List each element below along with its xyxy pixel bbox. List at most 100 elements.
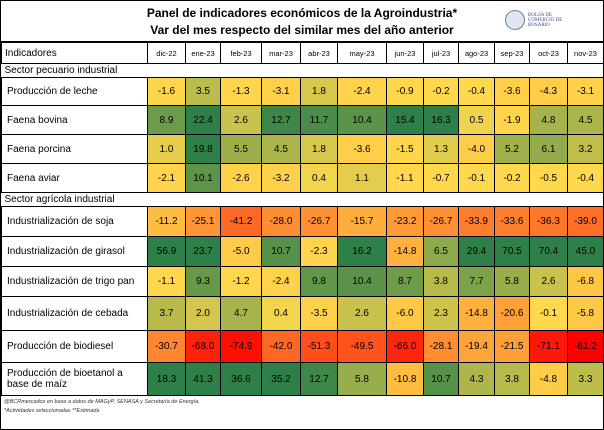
heatmap-cell: -5.8: [567, 296, 603, 331]
panel-title: Panel de indicadores económicos de la Ag…: [146, 6, 458, 20]
heatmap-cell: -15.7: [337, 206, 387, 237]
indicator-label: Producción de biodiesel: [1, 330, 148, 363]
heatmap-cell: 0.4: [300, 163, 338, 193]
heatmap-cell: 0.4: [261, 296, 301, 331]
heatmap-cell: -20.6: [494, 296, 530, 331]
heatmap-cell: -39.0: [567, 206, 603, 237]
section-row: Sector agrícola industrial: [1, 192, 603, 207]
heatmap-cell: -6.0: [386, 296, 424, 331]
indicator-label: Producción de leche: [1, 77, 148, 106]
heatmap-cell: 6.1: [529, 134, 568, 164]
heatmap-cell: 5.2: [494, 134, 530, 164]
heatmap-cell: -36.3: [529, 206, 568, 237]
indicator-label: Producción de bioetanol a base de maíz: [1, 362, 148, 396]
heatmap-cell: -3.5: [300, 296, 338, 331]
heatmap-cell: 12.7: [300, 362, 338, 396]
indicator-label: Faena bovina: [1, 105, 148, 135]
heatmap-cell: -30.7: [147, 330, 186, 363]
indicator-row: Producción de leche -1.6 3.5 -1.3 -3.1 1.8 -2.…: [1, 77, 603, 106]
column-header: jul-23: [423, 42, 459, 64]
indicators-table: Indicadores dic-22 ene-23 feb-23 mar-23 abr-…: [1, 42, 603, 396]
heatmap-cell: 3.8: [423, 266, 459, 297]
heatmap-cell: -26.7: [300, 206, 338, 237]
heatmap-cell: 41.3: [185, 362, 221, 396]
heatmap-cell: 9.3: [185, 266, 221, 297]
heatmap-cell: 1.8: [300, 134, 338, 164]
heatmap-cell: -71.1: [529, 330, 568, 363]
column-header: dic-22: [147, 42, 186, 64]
heatmap-cell: 15.4: [386, 105, 424, 135]
heatmap-cell: -0.2: [494, 163, 530, 193]
heatmap-cell: -2.1: [147, 163, 186, 193]
indicator-row: Producción de bioetanol a base de maíz 18…: [1, 362, 603, 396]
heatmap-cell: -33.6: [494, 206, 530, 237]
heatmap-cell: -4.8: [529, 362, 568, 396]
indicator-label: Industrialización de girasol: [1, 236, 148, 267]
heatmap-cell: -4.0: [458, 134, 495, 164]
heatmap-cell: 23.7: [185, 236, 221, 267]
indicator-row: Industrialización de trigo pan -1.1 9.3 -1.…: [1, 266, 603, 297]
heatmap-cell: -2.4: [337, 77, 387, 106]
heatmap-cell: 2.3: [423, 296, 459, 331]
heatmap-cell: 3.3: [567, 362, 603, 396]
heatmap-cell: 4.5: [567, 105, 603, 135]
indicator-row: Industrialización de cebada 3.7 2.0 4.7 0.4-…: [1, 296, 603, 331]
section-title: Sector pecuario industrial: [1, 63, 603, 78]
heatmap-cell: -42.0: [261, 330, 301, 363]
heatmap-cell: 16.2: [337, 236, 387, 267]
heatmap-cell: -33.9: [458, 206, 495, 237]
heatmap-cell: 2.6: [220, 105, 262, 135]
footer: @BCRmercados en base a datos de MAGyP, S…: [1, 396, 603, 418]
indicator-label: Industrialización de trigo pan: [1, 266, 148, 297]
heatmap-cell: -4.3: [529, 77, 568, 106]
column-header: may-23: [337, 42, 387, 64]
column-header: nov-23: [567, 42, 603, 64]
heatmap-cell: -0.4: [458, 77, 495, 106]
heatmap-cell: -2.3: [300, 236, 338, 267]
heatmap-cell: 70.5: [494, 236, 530, 267]
heatmap-cell: -14.8: [386, 236, 424, 267]
heatmap-cell: 2.0: [185, 296, 221, 331]
indicator-row: Industrialización de soja -11.2 -25.1 -41.2…: [1, 206, 603, 237]
heatmap-cell: 56.9: [147, 236, 186, 267]
heatmap-cell: 3.8: [494, 362, 530, 396]
column-header: mar-23: [261, 42, 301, 64]
heatmap-cell: 10.4: [337, 105, 387, 135]
heatmap-cell: 8.7: [386, 266, 424, 297]
heatmap-cell: -11.2: [147, 206, 186, 237]
heatmap-cell: -5.0: [220, 236, 262, 267]
heatmap-cell: -74.9: [220, 330, 262, 363]
column-header: jun-23: [386, 42, 424, 64]
heatmap-cell: -2.4: [261, 266, 301, 297]
heatmap-cell: 3.2: [567, 134, 603, 164]
heatmap-cell: -1.3: [220, 77, 262, 106]
panel-header: Panel de indicadores económicos de la Ag…: [1, 1, 603, 42]
heatmap-cell: 70.4: [529, 236, 568, 267]
indicator-row: Faena porcina 1.0 19.8 5.5 4.5 1.8 -3.6 -1.5 1.3…: [1, 134, 603, 164]
heatmap-cell: 1.8: [300, 77, 338, 106]
heatmap-cell: -1.6: [147, 77, 186, 106]
heatmap-cell: -25.1: [185, 206, 221, 237]
heatmap-cell: -3.1: [261, 77, 301, 106]
heatmap-cell: -21.5: [494, 330, 530, 363]
heatmap-cell: -51.3: [300, 330, 338, 363]
heatmap-cell: 10.4: [337, 266, 387, 297]
indicator-label: Industrialización de soja: [1, 206, 148, 237]
heatmap-cell: 29.4: [458, 236, 495, 267]
heatmap-cell: -0.1: [458, 163, 495, 193]
heatmap-cell: 5.8: [337, 362, 387, 396]
heatmap-cell: -1.2: [220, 266, 262, 297]
heatmap-cell: 1.1: [337, 163, 387, 193]
header-row: Indicadores dic-22 ene-23 feb-23 mar-23 abr-…: [1, 42, 603, 64]
column-header: abr-23: [300, 42, 338, 64]
heatmap-cell: 0.5: [458, 105, 495, 135]
heatmap-cell: 18.3: [147, 362, 186, 396]
heatmap-cell: -68.0: [185, 330, 221, 363]
heatmap-cell: 1.0: [147, 134, 186, 164]
heatmap-cell: -6.8: [567, 266, 603, 297]
heatmap-cell: -1.1: [147, 266, 186, 297]
heatmap-cell: -0.5: [529, 163, 568, 193]
heatmap-cell: -3.1: [567, 77, 603, 106]
heatmap-cell: 11.7: [300, 105, 338, 135]
